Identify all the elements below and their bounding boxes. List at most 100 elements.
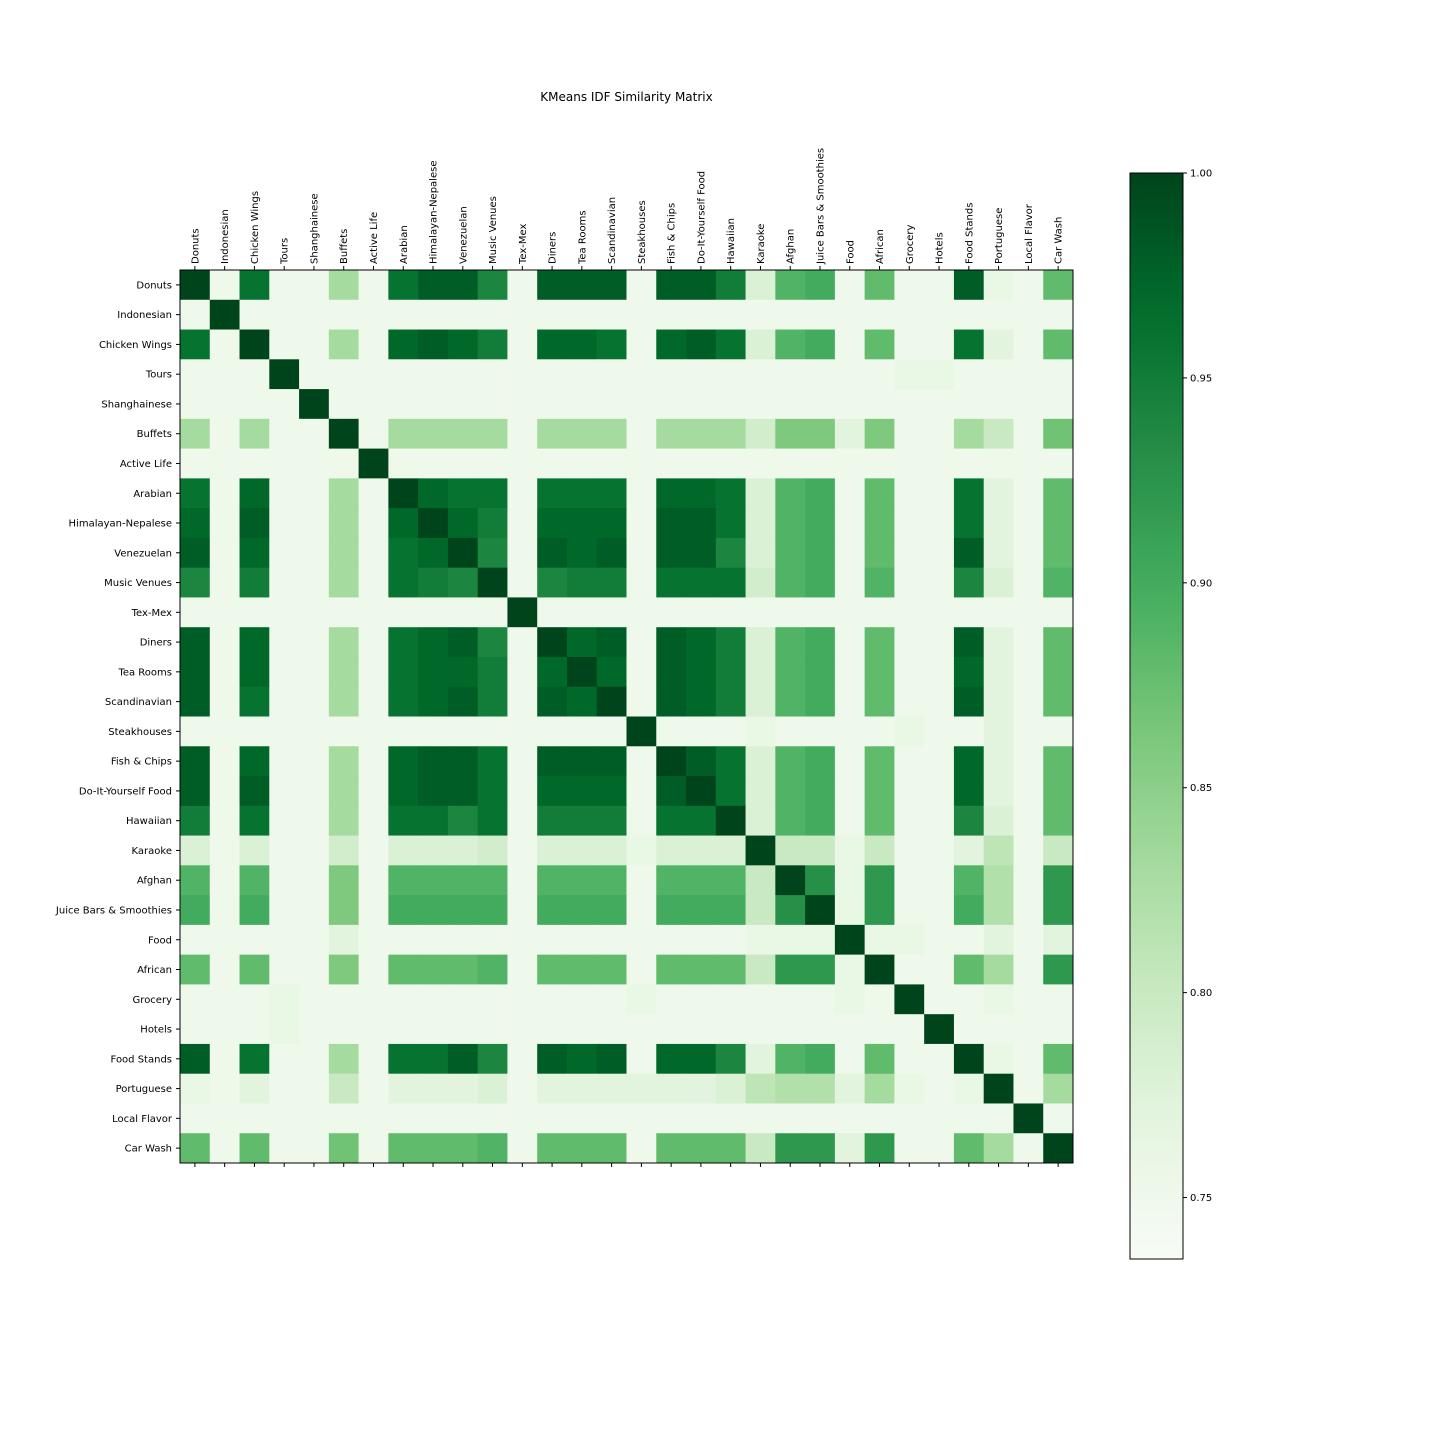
heatmap-cell-portuguese-x-tea-rooms [566, 1073, 598, 1104]
heatmap-cell-do-it-yourself-food-x-local-flavor [1013, 776, 1044, 807]
heatmap-cell-car-wash-x-buffets [328, 1133, 360, 1164]
heatmap-cell-grocery-x-shanghainese [299, 984, 330, 1015]
column-label-fish-and-chips: Fish & Chips [667, 203, 678, 264]
heatmap-cell-fish-and-chips-x-juice-bars-and-smoothies [805, 746, 836, 777]
heatmap-cell-tours-x-afghan [775, 359, 806, 390]
heatmap-cell-himalayan-nepalese-x-do-it-yourself-food [686, 508, 717, 539]
heatmap-cell-chicken-wings-x-venezuelan [447, 329, 479, 360]
heatmap-cell-scandinavian-x-buffets [328, 686, 360, 717]
heatmap-cell-grocery-x-grocery [894, 984, 925, 1015]
row-label-chicken-wings: Chicken Wings [99, 340, 172, 351]
heatmap-cell-chicken-wings-x-tex-mex [507, 329, 538, 360]
column-label-shanghainese: Shanghainese [309, 193, 320, 264]
heatmap-cell-active-life-x-food [834, 448, 866, 479]
heatmap-cell-food-stands-x-active-life [358, 1043, 389, 1075]
heatmap-cell-food-stands-x-diners [537, 1043, 568, 1075]
heatmap-cell-scandinavian-x-african [864, 686, 895, 717]
heatmap-cell-car-wash-x-active-life [358, 1133, 389, 1164]
heatmap-cell-arabian-x-food [834, 478, 866, 509]
heatmap-cell-indonesian-x-indonesian [209, 299, 241, 331]
heatmap-cell-portuguese-x-diners [537, 1073, 568, 1104]
heatmap-cell-local-flavor-x-himalayan-nepalese [418, 1103, 449, 1134]
heatmap-cell-venezuelan-x-tours [269, 537, 300, 569]
heatmap-cell-arabian-x-chicken-wings [239, 478, 270, 509]
heatmap-cell-african-x-hotels [924, 954, 955, 985]
heatmap-cell-african-x-arabian [388, 954, 419, 985]
heatmap-cell-indonesian-x-juice-bars-and-smoothies [805, 299, 836, 331]
heatmap-cell-himalayan-nepalese-x-arabian [388, 508, 419, 539]
heatmap-cell-car-wash-x-do-it-yourself-food [686, 1133, 717, 1164]
heatmap-cell-food-stands-x-juice-bars-and-smoothies [805, 1043, 836, 1075]
heatmap-cell-chicken-wings-x-hawaiian [715, 329, 747, 360]
heatmap-cell-music-venues-x-local-flavor [1013, 567, 1044, 598]
heatmap-cell-steakhouses-x-local-flavor [1013, 716, 1044, 747]
heatmap-cell-juice-bars-and-smoothies-x-steakhouses [626, 895, 657, 926]
heatmap-cell-shanghainese-x-tea-rooms [566, 389, 598, 420]
heatmap-cell-food-x-grocery [894, 924, 925, 956]
heatmap-cell-do-it-yourself-food-x-karaoke [745, 776, 776, 807]
heatmap-cell-chicken-wings-x-car-wash [1043, 329, 1074, 360]
heatmap-cell-tea-rooms-x-food [834, 656, 866, 688]
row-label-scandinavian: Scandinavian [105, 697, 172, 708]
heatmap-cell-music-venues-x-diners [537, 567, 568, 598]
heatmap-cell-portuguese-x-donuts [180, 1073, 211, 1104]
heatmap-cell-african-x-portuguese [983, 954, 1014, 985]
heatmap-cell-steakhouses-x-grocery [894, 716, 925, 747]
heatmap-cell-tex-mex-x-diners [537, 597, 568, 628]
heatmap-cell-himalayan-nepalese-x-african [864, 508, 895, 539]
heatmap-cell-himalayan-nepalese-x-chicken-wings [239, 508, 270, 539]
heatmap-cell-shanghainese-x-tours [269, 389, 300, 420]
heatmap-cell-music-venues-x-fish-and-chips [656, 567, 687, 598]
heatmap-cell-karaoke-x-food-stands [953, 835, 985, 866]
heatmap-cell-local-flavor-x-active-life [358, 1103, 389, 1134]
heatmap-cell-diners-x-local-flavor [1013, 627, 1044, 658]
heatmap-cell-tours-x-steakhouses [626, 359, 657, 390]
heatmap-cell-food-x-hotels [924, 924, 955, 956]
heatmap-cell-car-wash-x-portuguese [983, 1133, 1014, 1164]
heatmap-cell-diners-x-chicken-wings [239, 627, 270, 658]
heatmap-cell-indonesian-x-portuguese [983, 299, 1014, 331]
heatmap-cell-tea-rooms-x-chicken-wings [239, 656, 270, 688]
heatmap-cell-portuguese-x-active-life [358, 1073, 389, 1104]
heatmap-cell-car-wash-x-fish-and-chips [656, 1133, 687, 1164]
heatmap-cell-grocery-x-active-life [358, 984, 389, 1015]
heatmap-cell-tea-rooms-x-diners [537, 656, 568, 688]
heatmap-cell-scandinavian-x-karaoke [745, 686, 776, 717]
heatmap-cell-indonesian-x-diners [537, 299, 568, 331]
heatmap-cell-scandinavian-x-food [834, 686, 866, 717]
column-label-tours: Tours [280, 238, 291, 265]
heatmap-cell-himalayan-nepalese-x-steakhouses [626, 508, 657, 539]
heatmap-cell-afghan-x-steakhouses [626, 865, 657, 896]
heatmap-cell-hotels-x-chicken-wings [239, 1014, 270, 1045]
row-label-diners: Diners [140, 638, 172, 649]
row-label-african: African [137, 965, 172, 976]
heatmap-cell-tex-mex-x-karaoke [745, 597, 776, 628]
heatmap-cell-karaoke-x-venezuelan [447, 835, 479, 866]
heatmap-cell-juice-bars-and-smoothies-x-do-it-yourself-food [686, 895, 717, 926]
heatmap-cell-chicken-wings-x-karaoke [745, 329, 776, 360]
heatmap-cell-active-life-x-tex-mex [507, 448, 538, 479]
heatmap-cell-afghan-x-food-stands [953, 865, 985, 896]
heatmap-cell-buffets-x-hotels [924, 418, 955, 450]
heatmap-cell-african-x-fish-and-chips [656, 954, 687, 985]
colorbar-tick-label: 1.00 [1190, 169, 1212, 180]
heatmap-cell-diners-x-afghan [775, 627, 806, 658]
heatmap-cell-tours-x-donuts [180, 359, 211, 390]
heatmap-cell-food-stands-x-chicken-wings [239, 1043, 270, 1075]
heatmap-cells [180, 270, 1074, 1164]
heatmap-cell-tea-rooms-x-indonesian [209, 656, 241, 688]
heatmap-cell-african-x-car-wash [1043, 954, 1074, 985]
heatmap-cell-fish-and-chips-x-tours [269, 746, 300, 777]
heatmap-cell-tex-mex-x-food-stands [953, 597, 985, 628]
heatmap-cell-steakhouses-x-shanghainese [299, 716, 330, 747]
heatmap-cell-car-wash-x-food [834, 1133, 866, 1164]
heatmap-cell-karaoke-x-steakhouses [626, 835, 657, 866]
heatmap-cell-tours-x-himalayan-nepalese [418, 359, 449, 390]
heatmap-cell-tex-mex-x-scandinavian [596, 597, 627, 628]
heatmap-cell-fish-and-chips-x-african [864, 746, 895, 777]
heatmap-cell-indonesian-x-shanghainese [299, 299, 330, 331]
heatmap-cell-active-life-x-buffets [328, 448, 360, 479]
heatmap-cell-scandinavian-x-hawaiian [715, 686, 747, 717]
heatmap-cell-tours-x-juice-bars-and-smoothies [805, 359, 836, 390]
heatmap-cell-tours-x-local-flavor [1013, 359, 1044, 390]
